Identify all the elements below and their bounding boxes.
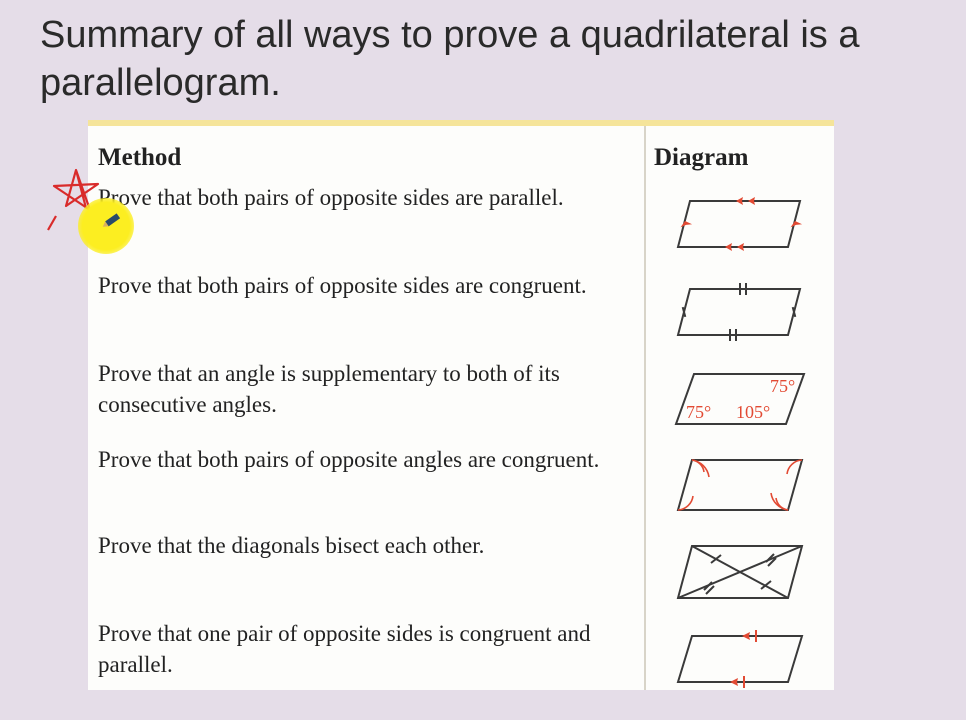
method-2: Prove that both pairs of opposite sides … [98,268,634,303]
method-6: Prove that one pair of opposite sides is… [98,616,634,682]
diagram-5 [654,528,826,616]
method-column: Method Prove that both pairs of opposite… [88,126,646,690]
diagram-column: Diagram [646,126,834,690]
diagram-2 [654,268,826,356]
method-1: Prove that both pairs of opposite sides … [98,180,634,215]
method-5: Prove that the diagonals bisect each oth… [98,528,634,563]
method-3: Prove that an angle is supplementary to … [98,356,634,422]
diagram-header: Diagram [654,144,826,172]
method-4: Prove that both pairs of opposite angles… [98,442,634,477]
angle-bl: 75° [686,402,711,422]
methods-panel: Method Prove that both pairs of opposite… [88,120,834,690]
diagram-3: 75° 75° 105° [654,356,826,442]
diagram-6 [654,616,826,702]
angle-br: 105° [736,402,770,422]
diagram-1 [654,180,826,268]
method-header: Method [98,144,634,172]
diagram-4 [654,442,826,528]
page-title: Summary of all ways to prove a quadrilat… [0,0,966,107]
angle-tr: 75° [770,376,795,396]
